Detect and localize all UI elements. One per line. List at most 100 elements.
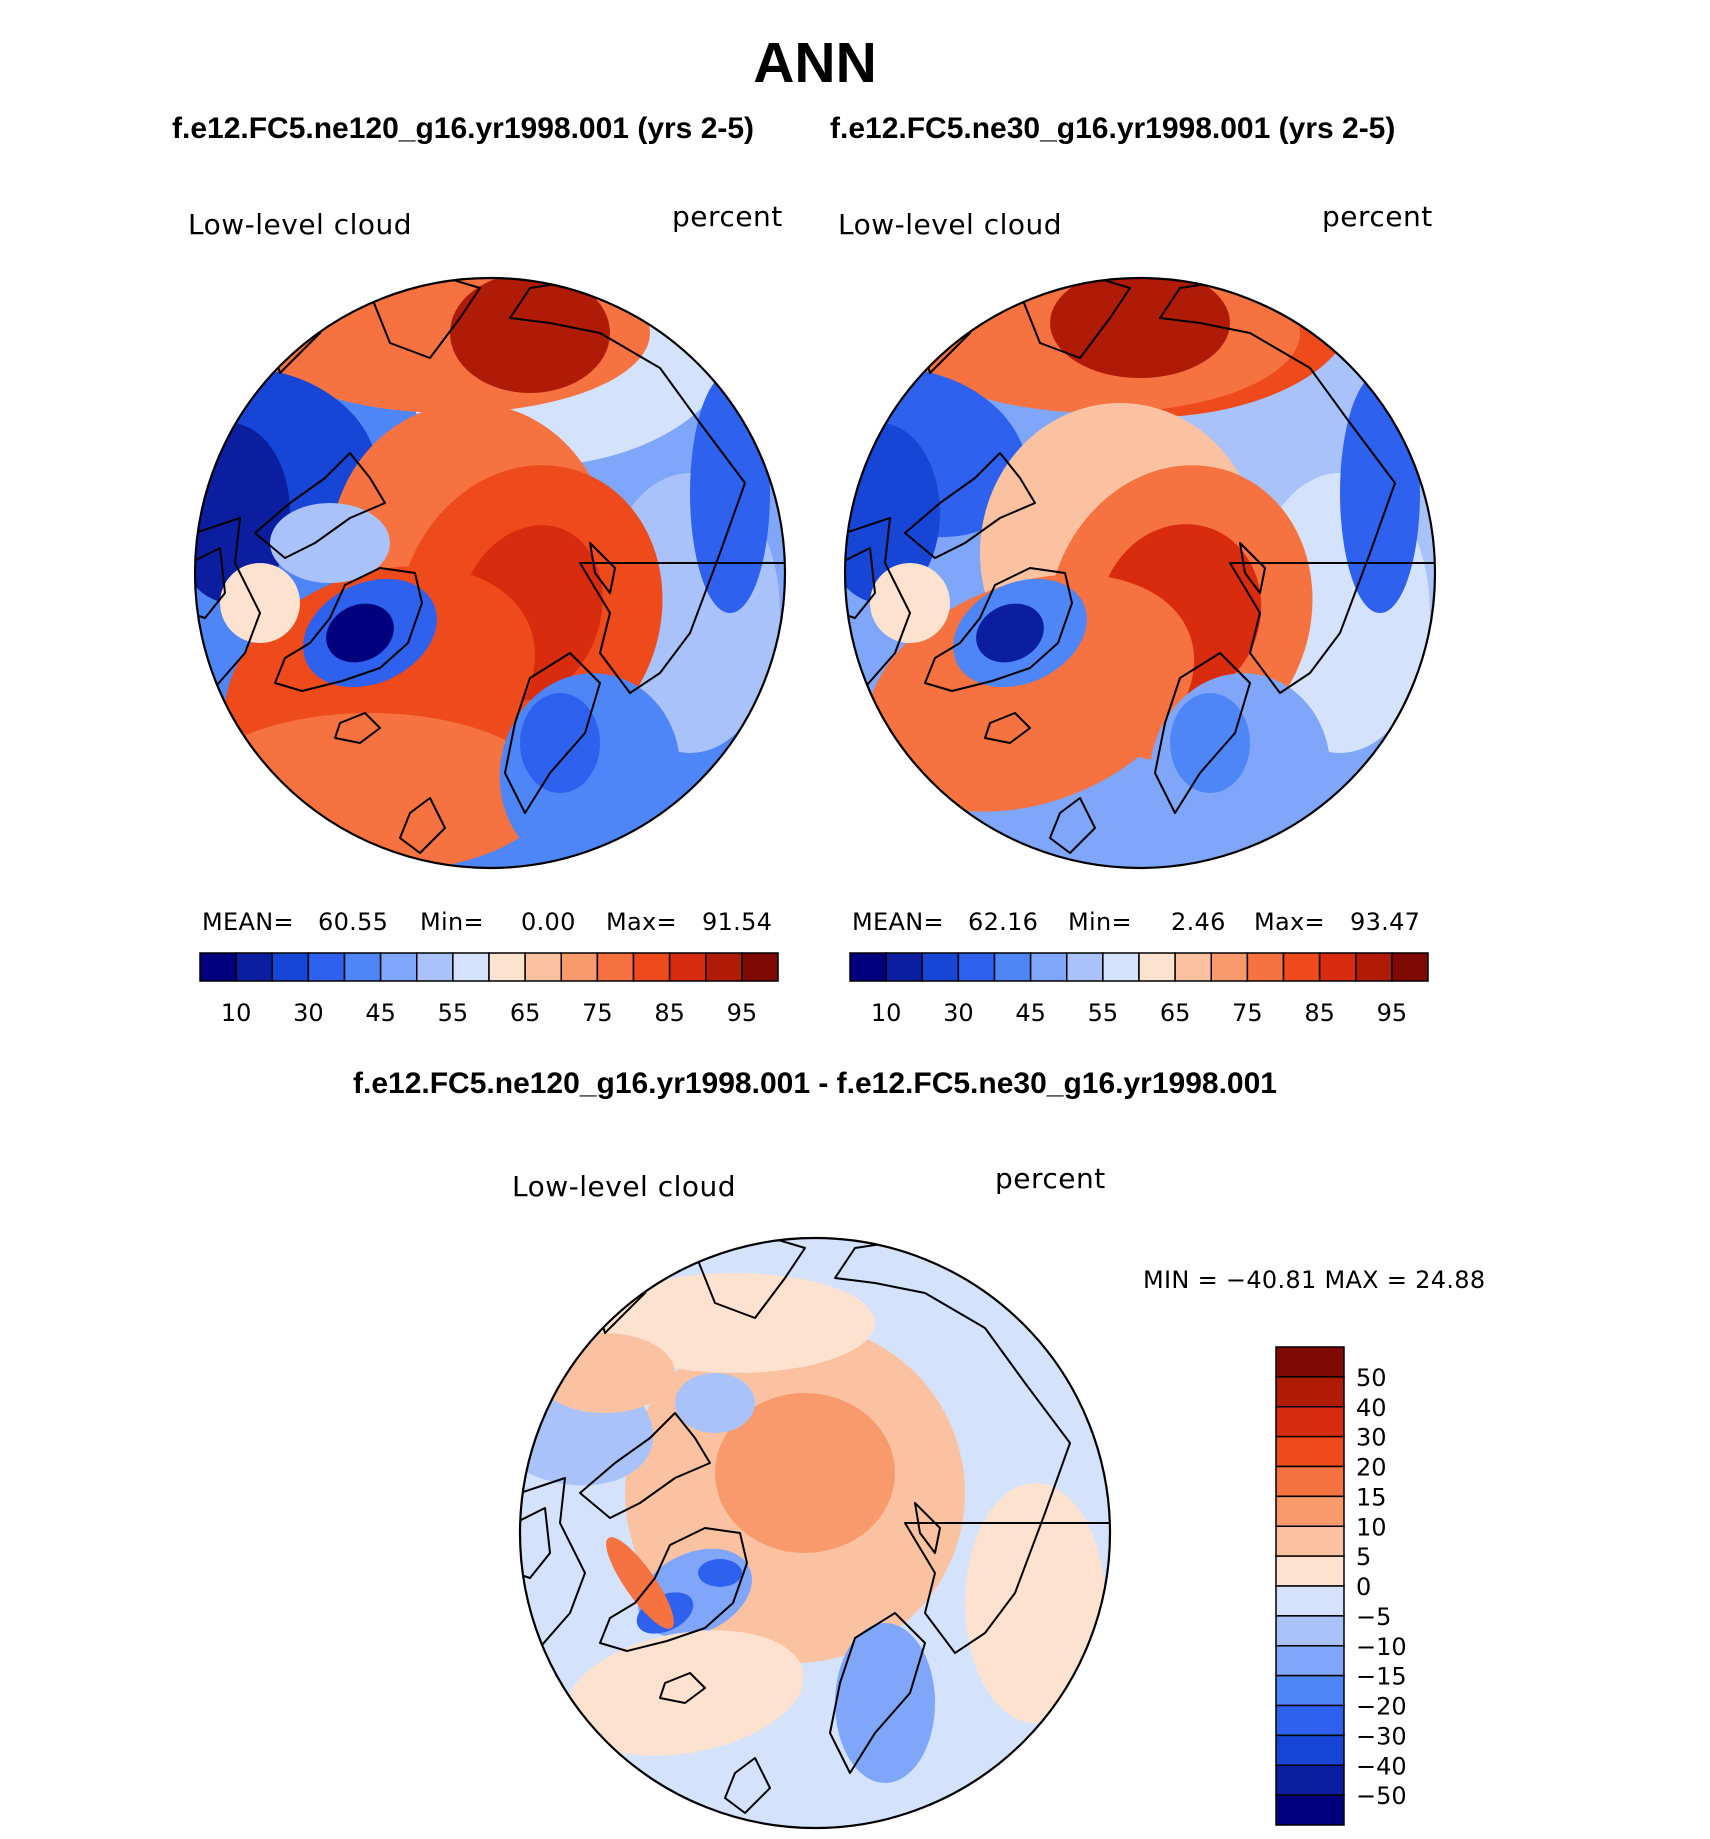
colorbar-2-tick-label: 85 bbox=[1304, 999, 1335, 1027]
colorbar-1-cell bbox=[524, 952, 562, 982]
colorbar-3-cell bbox=[1275, 1465, 1345, 1498]
coastline bbox=[724, 1757, 771, 1814]
colorbar-3-tick-label: −20 bbox=[1356, 1693, 1407, 1721]
colorbar-3-cell bbox=[1275, 1435, 1345, 1468]
coastline bbox=[829, 1612, 926, 1774]
case-title-left: f.e12.FC5.ne120_g16.yr1998.001 (yrs 2-5) bbox=[172, 112, 755, 145]
contour-region bbox=[1340, 373, 1420, 613]
colorbar-2-cell bbox=[885, 952, 923, 982]
colorbar-2-cell bbox=[1102, 952, 1140, 982]
colorbar-3-cell bbox=[1275, 1495, 1345, 1527]
colorbar-3-tick-label: −5 bbox=[1356, 1603, 1391, 1631]
coastline bbox=[845, 547, 876, 619]
polar-map-2 bbox=[845, 278, 1435, 868]
panel1-mean-label: MEAN= bbox=[202, 908, 294, 936]
colorbar-3-cell bbox=[1275, 1525, 1345, 1557]
colorbar-3-cell bbox=[1275, 1376, 1345, 1408]
coastline bbox=[509, 278, 785, 694]
contour-region bbox=[595, 1273, 875, 1373]
coastline bbox=[1154, 652, 1251, 814]
panel1-max-value: 91.54 bbox=[702, 908, 773, 936]
colorbar-1-cell bbox=[452, 952, 490, 982]
colorbar-3-cell bbox=[1275, 1794, 1345, 1826]
colorbar-3-cell bbox=[1275, 1346, 1345, 1378]
coastline bbox=[334, 712, 381, 744]
coastline bbox=[399, 797, 446, 854]
colorbar-3-cell bbox=[1275, 1585, 1345, 1617]
contour-region bbox=[675, 1373, 755, 1433]
coastline bbox=[659, 1672, 706, 1704]
colorbar-1-tick-label: 75 bbox=[582, 999, 613, 1027]
colorbar-3-cell bbox=[1275, 1406, 1345, 1438]
colorbar-1-cell bbox=[307, 952, 346, 982]
colorbar-3-tick-label: 30 bbox=[1356, 1424, 1387, 1452]
contour-region bbox=[566, 1630, 804, 1756]
coastline bbox=[834, 1238, 1110, 1654]
colorbar-2-cell bbox=[1246, 952, 1285, 982]
colorbar-3-cell bbox=[1275, 1674, 1345, 1707]
colorbar-3-tick-label: −40 bbox=[1356, 1752, 1407, 1780]
coastline bbox=[504, 652, 601, 814]
coastline bbox=[254, 452, 386, 559]
contour-region bbox=[535, 1333, 675, 1413]
colorbar-1-cell bbox=[741, 952, 779, 982]
coastline bbox=[520, 1507, 551, 1579]
panel2-max-value: 93.47 bbox=[1350, 908, 1421, 936]
contour-region bbox=[715, 1393, 895, 1553]
colorbar-1-tick-label: 10 bbox=[221, 999, 252, 1027]
colorbar-1-tick-label: 30 bbox=[293, 999, 324, 1027]
panel2-max-label: Max= bbox=[1254, 908, 1325, 936]
colorbar-2-cell bbox=[1029, 952, 1068, 982]
colorbar-1-cell bbox=[235, 952, 273, 982]
case-title-right: f.e12.FC5.ne30_g16.yr1998.001 (yrs 2-5) bbox=[830, 112, 1396, 145]
colorbar-1-tick-label: 85 bbox=[654, 999, 685, 1027]
panel2-units-label: percent bbox=[1322, 200, 1433, 233]
panel1-min-value: 0.00 bbox=[521, 908, 576, 936]
coastline bbox=[924, 567, 1073, 692]
colorbar-2-cell bbox=[1138, 952, 1176, 982]
panel1-min-label: Min= bbox=[420, 908, 484, 936]
panel2-min-label: Min= bbox=[1068, 908, 1132, 936]
colorbar-1-cell bbox=[705, 952, 743, 982]
colorbar-2-tick-label: 65 bbox=[1160, 999, 1191, 1027]
colorbar-3-cell bbox=[1275, 1734, 1345, 1766]
colorbar-1-cell bbox=[343, 952, 382, 982]
colorbar-2-cell bbox=[1391, 952, 1429, 982]
coastline bbox=[589, 542, 616, 594]
panel1-variable-label: Low-level cloud bbox=[188, 208, 413, 241]
panel3-minmax-text: MIN = −40.81 MAX = 24.88 bbox=[1143, 1266, 1486, 1294]
panel3-units-label: percent bbox=[995, 1162, 1106, 1195]
panel3-variable-label: Low-level cloud bbox=[512, 1170, 737, 1203]
colorbar-3-tick-label: −50 bbox=[1356, 1782, 1407, 1810]
panel2-mean-label: MEAN= bbox=[852, 908, 944, 936]
panel1-mean-value: 60.55 bbox=[318, 908, 389, 936]
colorbar-2-cell bbox=[1066, 952, 1104, 982]
colorbar-1-cell bbox=[488, 952, 526, 982]
colorbar-3-cell bbox=[1275, 1555, 1345, 1587]
colorbar-1-cell bbox=[632, 952, 671, 982]
colorbar-2-cell bbox=[1318, 952, 1357, 982]
colorbar-3-cell bbox=[1275, 1615, 1345, 1647]
colorbar-2-cell bbox=[993, 952, 1032, 982]
contour-region bbox=[270, 503, 390, 583]
colorbar-1-cell bbox=[668, 952, 707, 982]
colorbar-2-tick-label: 10 bbox=[871, 999, 902, 1027]
colorbar-1-cell bbox=[271, 952, 310, 982]
colorbar-3-tick-label: −15 bbox=[1356, 1663, 1407, 1691]
colorbar-3-tick-label: −30 bbox=[1356, 1722, 1407, 1750]
coastline bbox=[1049, 797, 1096, 854]
panel2-min-value: 2.46 bbox=[1171, 908, 1226, 936]
colorbar-2-cell bbox=[957, 952, 996, 982]
colorbar-3-cell bbox=[1275, 1704, 1345, 1737]
colorbar-3-tick-label: 20 bbox=[1356, 1454, 1387, 1482]
coastline bbox=[1159, 278, 1435, 694]
colorbar-1-cell bbox=[199, 952, 237, 982]
contour-region bbox=[520, 693, 600, 793]
contour-region bbox=[606, 1537, 674, 1629]
coastline bbox=[914, 1502, 941, 1554]
colorbar-2-cell bbox=[921, 952, 960, 982]
colorbar-1-tick-label: 45 bbox=[365, 999, 396, 1027]
colorbar-2-cell bbox=[1355, 952, 1393, 982]
coastline bbox=[904, 452, 1036, 559]
